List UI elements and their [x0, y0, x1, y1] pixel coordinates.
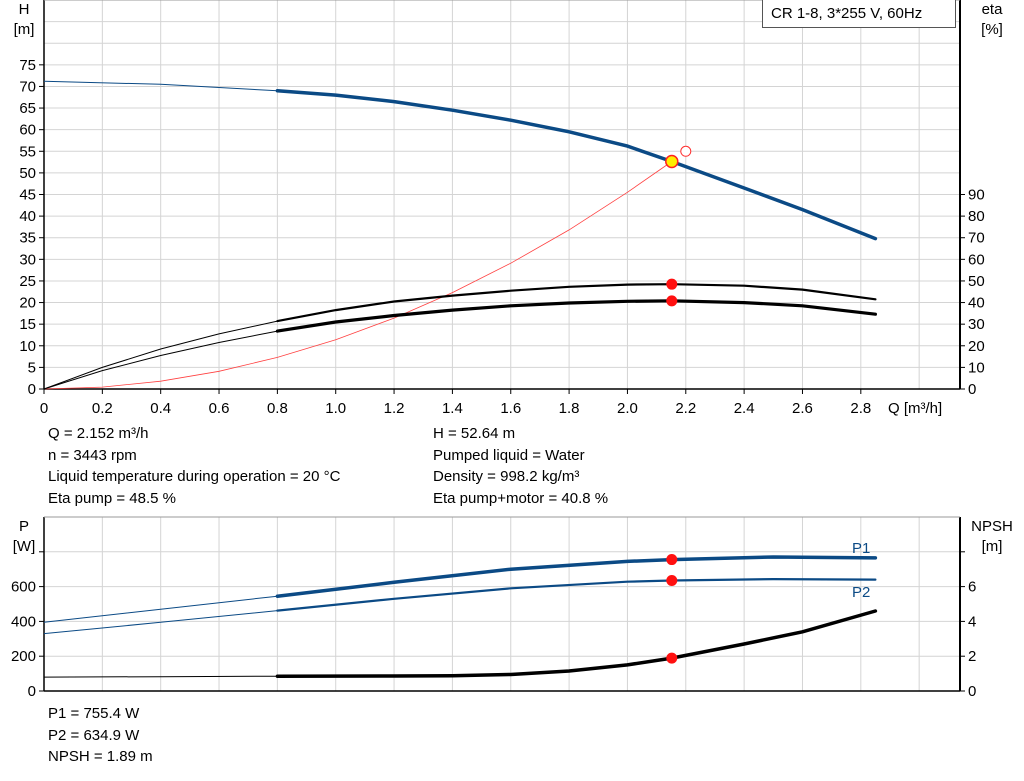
- y-axis-label: H: [19, 1, 30, 18]
- y-axis-unit: [W]: [13, 538, 36, 555]
- info-speed: n = 3443 rpm: [48, 446, 137, 464]
- y-tick-label: 30: [19, 251, 36, 268]
- x-tick-label: 1.2: [384, 400, 405, 417]
- p2-curve: [276, 577, 877, 612]
- p1-series-label: P1: [852, 540, 870, 557]
- x-tick-label: 1.8: [559, 400, 580, 417]
- y2-tick-label: 6: [968, 579, 976, 596]
- y-tick-label: 75: [19, 57, 36, 74]
- info-p2: P2 = 634.9 W: [48, 726, 140, 744]
- x-tick-label: 0.8: [267, 400, 288, 417]
- eta-pump-curve: [276, 283, 877, 323]
- y2-tick-label: 0: [968, 381, 976, 398]
- system-curve: [43, 161, 673, 390]
- eta-total-duty-marker: [666, 295, 678, 307]
- y2-axis-label: NPSH: [971, 518, 1013, 535]
- info-flow: Q = 2.152 m³/h: [48, 425, 149, 442]
- head-curve-thin: [43, 80, 278, 92]
- y-tick-label: 200: [11, 648, 36, 665]
- x-tick-label: 0.6: [209, 400, 230, 417]
- y-tick-label: 10: [19, 338, 36, 355]
- x-axis-label: Q [m³/h]: [888, 400, 942, 417]
- x-tick-label: 2.0: [617, 400, 638, 417]
- y2-tick-label: 4: [968, 613, 976, 630]
- duty-info-left: Q = 2.152 m³/h n = 3443 rpm Liquid tempe…: [48, 423, 340, 509]
- requested-point-marker: [680, 145, 692, 157]
- y2-tick-label: 20: [968, 338, 985, 355]
- y2-tick-label: 90: [968, 187, 985, 204]
- info-eta-total: Eta pump+motor = 40.8 %: [433, 489, 609, 507]
- p2-series-label: P2: [852, 584, 870, 601]
- x-tick-label: 2.8: [850, 400, 871, 417]
- y2-tick-label: 70: [968, 230, 985, 247]
- y2-tick-label: 10: [968, 359, 985, 376]
- y-tick-label: 60: [19, 122, 36, 139]
- y-tick-label: 0: [28, 381, 36, 398]
- y-tick-label: 50: [19, 165, 36, 182]
- info-p1: P1 = 755.4 W: [48, 705, 140, 722]
- npsh-duty-marker: [666, 652, 678, 664]
- y2-tick-label: 0: [968, 683, 976, 700]
- p2-duty-marker: [666, 575, 678, 587]
- p1-curve-thin: [43, 595, 278, 623]
- info-eta-pump: Eta pump = 48.5 %: [48, 489, 176, 507]
- chart-title-box: CR 1-8, 3*255 V, 60Hz: [762, 0, 956, 28]
- info-temperature: Liquid temperature during operation = 20…: [48, 468, 341, 485]
- y2-tick-label: 80: [968, 208, 985, 225]
- y-tick-label: 5: [28, 359, 36, 376]
- y2-tick-label: 50: [968, 273, 985, 290]
- y-tick-label: 45: [19, 187, 36, 204]
- info-liquid: Pumped liquid = Water: [433, 446, 585, 464]
- p1-curve: [275, 555, 878, 598]
- info-head: H = 52.64 m: [433, 425, 516, 442]
- eta-total-curve-thin: [43, 330, 278, 390]
- npsh-curve-thin: [43, 675, 278, 678]
- x-tick-label: 0.4: [150, 400, 171, 417]
- eta-pump-duty-marker: [666, 278, 678, 290]
- y-tick-label: 400: [11, 613, 36, 630]
- y-tick-label: 0: [28, 683, 36, 700]
- x-tick-label: 1.0: [325, 400, 346, 417]
- y-tick-label: 55: [19, 143, 36, 160]
- y2-axis-unit: [m]: [982, 538, 1003, 555]
- npsh-curve: [275, 609, 878, 678]
- x-tick-label: 2.2: [675, 400, 696, 417]
- y-axis-label: P: [19, 518, 29, 535]
- x-tick-label: 1.6: [500, 400, 521, 417]
- p2-curve-thin: [43, 610, 278, 635]
- y2-tick-label: 60: [968, 251, 985, 268]
- y-axis-unit: [m]: [14, 21, 35, 38]
- duty-point-marker: [665, 154, 679, 169]
- eta-total-curve: [275, 299, 877, 333]
- y-tick-label: 65: [19, 100, 36, 117]
- eta-pump-curve-thin: [43, 320, 278, 390]
- y-tick-label: 600: [11, 579, 36, 596]
- duty-info-right: H = 52.64 m Pumped liquid = Water Densit…: [433, 423, 608, 509]
- y-tick-label: 70: [19, 78, 36, 95]
- y2-tick-label: 40: [968, 295, 985, 312]
- x-tick-label: 1.4: [442, 400, 463, 417]
- y2-axis-label: eta: [982, 1, 1004, 18]
- y-tick-label: 40: [19, 208, 36, 225]
- info-npsh: NPSH = 1.89 m: [48, 748, 153, 765]
- info-density: Density = 998.2 kg/m³: [433, 468, 580, 485]
- p1-duty-marker: [666, 554, 678, 566]
- y2-axis-unit: [%]: [981, 21, 1003, 38]
- chart-title: CR 1-8, 3*255 V, 60Hz: [771, 5, 923, 22]
- y2-tick-label: 2: [968, 648, 976, 665]
- x-tick-label: 2.6: [792, 400, 813, 417]
- x-tick-label: 0: [40, 400, 48, 417]
- y-tick-label: 35: [19, 230, 36, 247]
- power-info: P1 = 755.4 W P2 = 634.9 W NPSH = 1.89 m: [48, 703, 153, 768]
- y-tick-label: 20: [19, 295, 36, 312]
- head-curve: [275, 89, 878, 241]
- y2-tick-label: 30: [968, 316, 985, 333]
- y-tick-label: 25: [19, 273, 36, 290]
- x-tick-label: 0.2: [92, 400, 113, 417]
- x-tick-label: 2.4: [734, 400, 755, 417]
- y-tick-label: 15: [19, 316, 36, 333]
